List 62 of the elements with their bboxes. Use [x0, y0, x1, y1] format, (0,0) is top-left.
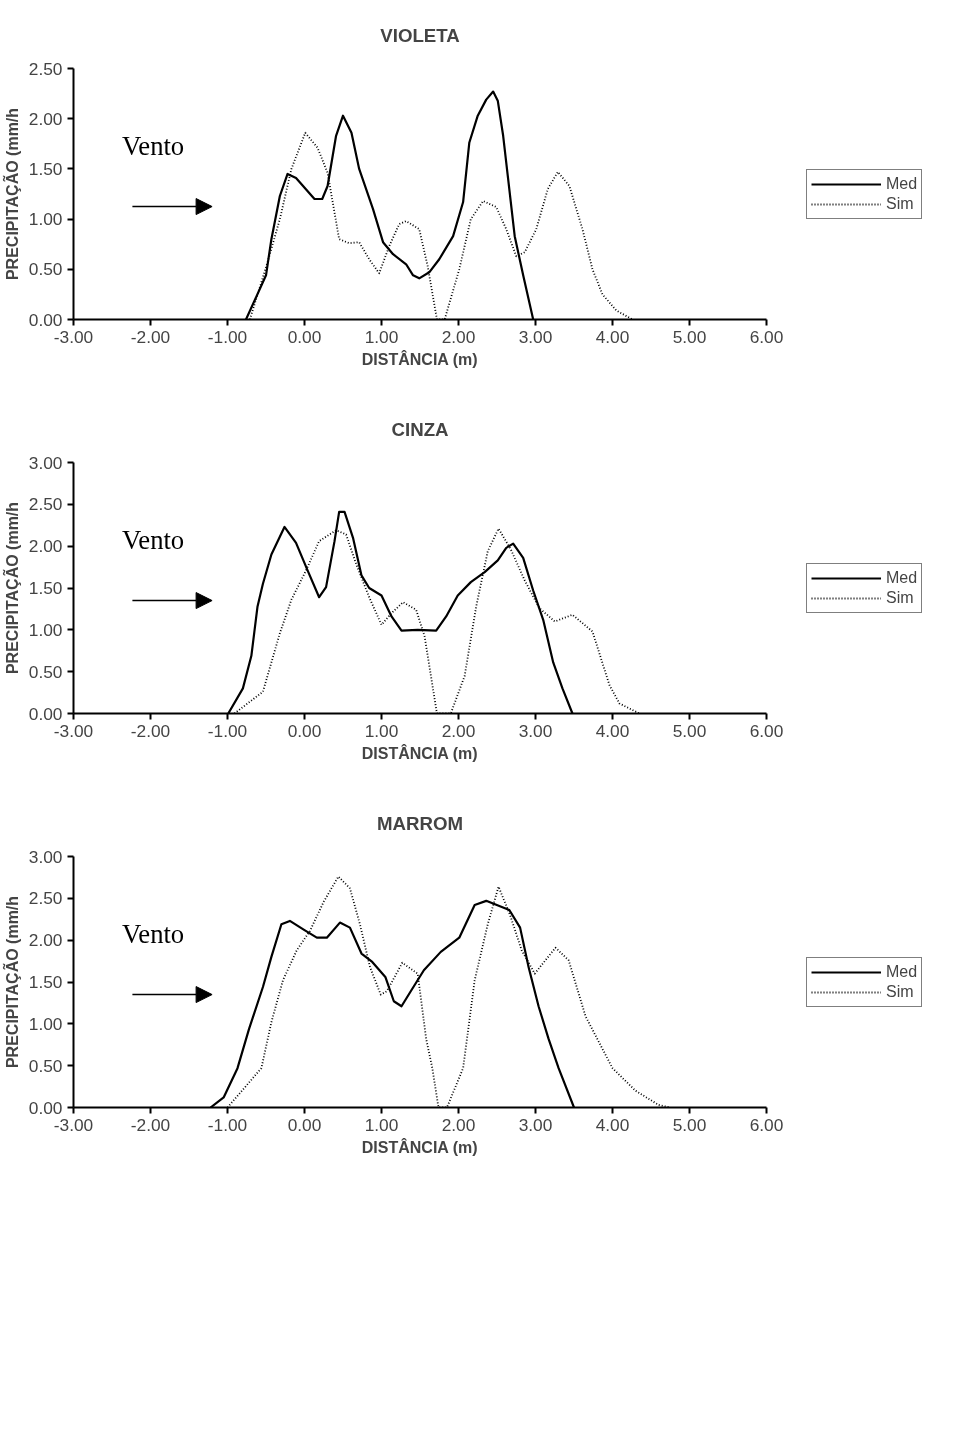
legend-label: Med [886, 568, 918, 587]
x-tick-label: 1.00 [364, 1114, 399, 1135]
x-tick-label: 4.00 [595, 1114, 630, 1135]
x-tick-label: 1.00 [364, 720, 399, 741]
x-tick-label: -2.00 [130, 326, 171, 347]
annotation: Vento [122, 919, 185, 950]
y-tick-label: 0.50 [28, 661, 63, 682]
y-tick-label: 2.50 [28, 58, 63, 79]
x-tick-label: 5.00 [672, 720, 707, 741]
y-tick-label: 1.00 [28, 209, 63, 230]
x-tick-label: -2.00 [130, 720, 171, 741]
x-tick-label: 2.00 [441, 1114, 476, 1135]
y-tick-label: 2.00 [28, 930, 63, 951]
x-axis-title: DISTÂNCIA (m) [361, 349, 478, 368]
x-tick-label: 3.00 [518, 720, 553, 741]
x-tick-label: 4.00 [595, 326, 630, 347]
x-tick-label: -1.00 [207, 720, 248, 741]
chart-title: CINZA [391, 419, 449, 440]
y-tick-label: 3.00 [28, 846, 63, 867]
x-tick-label: 4.00 [595, 720, 630, 741]
x-tick-label: 6.00 [749, 1114, 784, 1135]
y-tick-label: 1.00 [28, 1013, 63, 1034]
y-tick-label: 1.50 [28, 158, 63, 179]
x-tick-label: 0.00 [287, 720, 322, 741]
y-tick-label: 2.50 [28, 888, 63, 909]
legend-label: Sim [886, 982, 914, 1001]
x-tick-label: 0.00 [287, 326, 322, 347]
y-tick-label: 1.50 [28, 578, 63, 598]
x-tick-label: 6.00 [749, 326, 784, 347]
y-tick-label: 1.50 [28, 972, 63, 992]
y-tick-label: 2.50 [28, 494, 63, 515]
annotation: Vento [122, 131, 185, 162]
y-axis-title: PRECIPITAÇÃO (mm/h [1, 895, 21, 1069]
legend-label: Sim [886, 588, 914, 607]
chart-title: VIOLETA [380, 25, 460, 46]
legend-label: Med [886, 174, 918, 193]
y-tick-label: 0.50 [28, 1055, 63, 1076]
legend-label: Sim [886, 194, 914, 213]
x-tick-label: 6.00 [749, 720, 784, 741]
x-tick-label: 5.00 [672, 1114, 707, 1135]
x-tick-label: -1.00 [207, 1114, 248, 1135]
x-tick-label: 0.00 [287, 1114, 322, 1135]
x-tick-label: 2.00 [441, 326, 476, 347]
y-tick-label: 2.00 [28, 536, 63, 557]
x-tick-label: 5.00 [672, 326, 707, 347]
y-tick-label: 1.00 [28, 619, 63, 640]
x-tick-label: 1.00 [364, 326, 399, 347]
x-axis-title: DISTÂNCIA (m) [361, 1137, 478, 1156]
y-axis-title: PRECIPITAÇÃO (mm/h [1, 501, 21, 675]
y-tick-label: 3.00 [28, 452, 63, 473]
y-axis-title: PRECIPITAÇÃO (mm/h [1, 107, 21, 281]
x-tick-label: 3.00 [518, 1114, 553, 1135]
x-tick-label: -1.00 [207, 326, 248, 347]
legend-label: Med [886, 962, 918, 981]
y-tick-label: 2.00 [28, 108, 63, 129]
chart-title: MARROM [376, 813, 464, 834]
x-axis-title: DISTÂNCIA (m) [361, 743, 478, 762]
x-tick-label: 3.00 [518, 326, 553, 347]
x-tick-label: -2.00 [130, 1114, 171, 1135]
y-tick-label: 0.50 [28, 259, 63, 280]
x-tick-label: 2.00 [441, 720, 476, 741]
annotation: Vento [122, 525, 185, 556]
